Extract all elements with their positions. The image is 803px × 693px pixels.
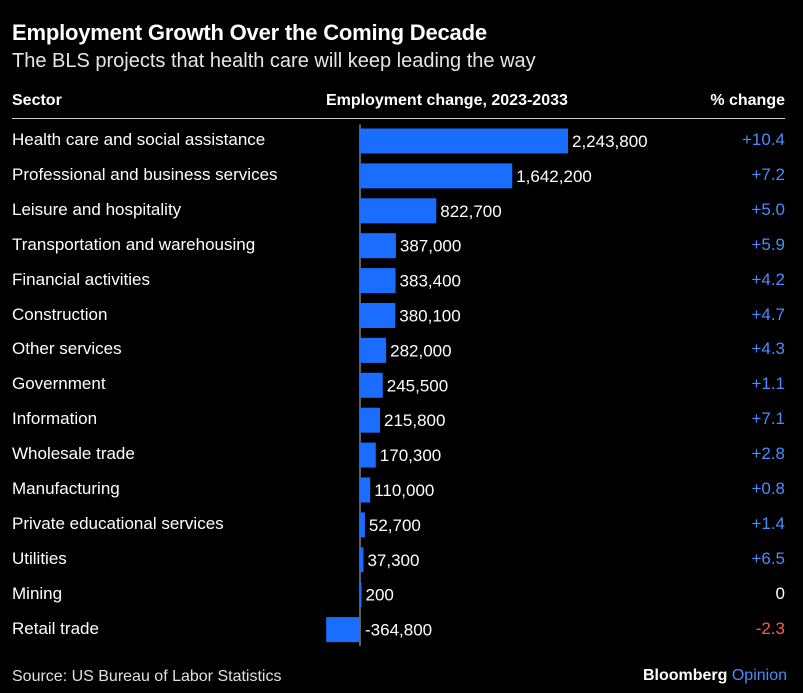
bar	[360, 442, 376, 468]
brand-name: Bloomberg	[642, 667, 728, 684]
bar	[360, 372, 383, 398]
sector-label: Health care and social assistance	[12, 130, 266, 149]
value-label: 215,800	[384, 411, 445, 430]
value-label: 380,100	[399, 307, 460, 326]
value-label: -364,800	[365, 621, 432, 640]
value-label: 52,700	[369, 516, 421, 535]
source-note: Source: US Bureau of Labor Statistics	[12, 668, 282, 685]
sector-label: Information	[12, 409, 98, 429]
sector-label: Professional and business services	[12, 164, 278, 184]
sector-label: Transportation and warehousing	[12, 234, 256, 254]
bar	[360, 163, 513, 189]
pct-change-label: +10.4	[741, 130, 785, 149]
sector-label: Utilities	[12, 548, 67, 568]
bar	[360, 582, 362, 608]
header-sector: Sector	[12, 92, 62, 109]
chart-title: Employment Growth Over the Coming Decade	[12, 20, 487, 45]
value-label: 200	[366, 586, 394, 605]
bar	[360, 128, 568, 154]
sector-label: Manufacturing	[12, 479, 120, 498]
value-label: 2,243,800	[572, 132, 648, 151]
header-pct-change: % change	[710, 92, 785, 109]
bar	[326, 617, 360, 643]
pct-change-label: +5.0	[751, 199, 785, 219]
bar	[360, 547, 364, 573]
pct-change-label: +6.5	[751, 548, 785, 568]
pct-change-label: +4.7	[751, 304, 785, 324]
header-employment-change: Employment change, 2023-2033	[326, 92, 568, 109]
pct-change-label: 0	[775, 583, 785, 603]
pct-change-label: +7.1	[751, 409, 785, 429]
sector-label: Retail trade	[12, 618, 99, 638]
pct-change-label: +0.8	[751, 479, 785, 498]
pct-change-label: -2.3	[755, 618, 785, 638]
value-label: 383,400	[400, 272, 461, 291]
chart-subtitle: The BLS projects that health care will k…	[12, 50, 536, 72]
bar	[360, 268, 396, 294]
sector-label: Mining	[12, 583, 63, 603]
pct-change-label: +4.3	[751, 339, 785, 359]
brand-logo: Bloomberg Opinion	[643, 667, 787, 685]
sector-label: Government	[12, 374, 106, 394]
header-divider	[12, 118, 785, 119]
sector-label: Construction	[12, 304, 108, 324]
value-label: 822,700	[440, 202, 501, 221]
pct-change-label: +2.8	[751, 444, 785, 464]
bar	[360, 198, 437, 224]
sector-label: Wholesale trade	[12, 444, 135, 464]
value-label: 282,000	[390, 341, 451, 360]
bar	[360, 477, 371, 503]
brand-suffix: Opinion	[731, 667, 787, 684]
sector-label: Private educational services	[12, 513, 224, 533]
sector-label: Financial activities	[12, 269, 150, 289]
pct-change-label: +4.2	[751, 269, 785, 289]
value-label: 245,500	[387, 376, 448, 395]
bar	[360, 233, 396, 259]
pct-change-label: +1.4	[751, 513, 785, 533]
value-label: 170,300	[380, 446, 441, 465]
sector-label: Other services	[12, 339, 122, 359]
pct-change-label: +5.9	[751, 234, 785, 254]
pct-change-label: +7.2	[751, 164, 785, 184]
bar	[360, 512, 365, 538]
bar	[360, 337, 387, 363]
bar	[360, 407, 381, 433]
value-label: 37,300	[367, 551, 419, 570]
sector-label: Leisure and hospitality	[12, 199, 182, 219]
value-label: 387,000	[400, 237, 461, 256]
bar	[360, 303, 396, 328]
pct-change-label: +1.1	[751, 374, 785, 394]
value-label: 1,642,200	[516, 167, 592, 186]
value-label: 110,000	[374, 481, 434, 500]
